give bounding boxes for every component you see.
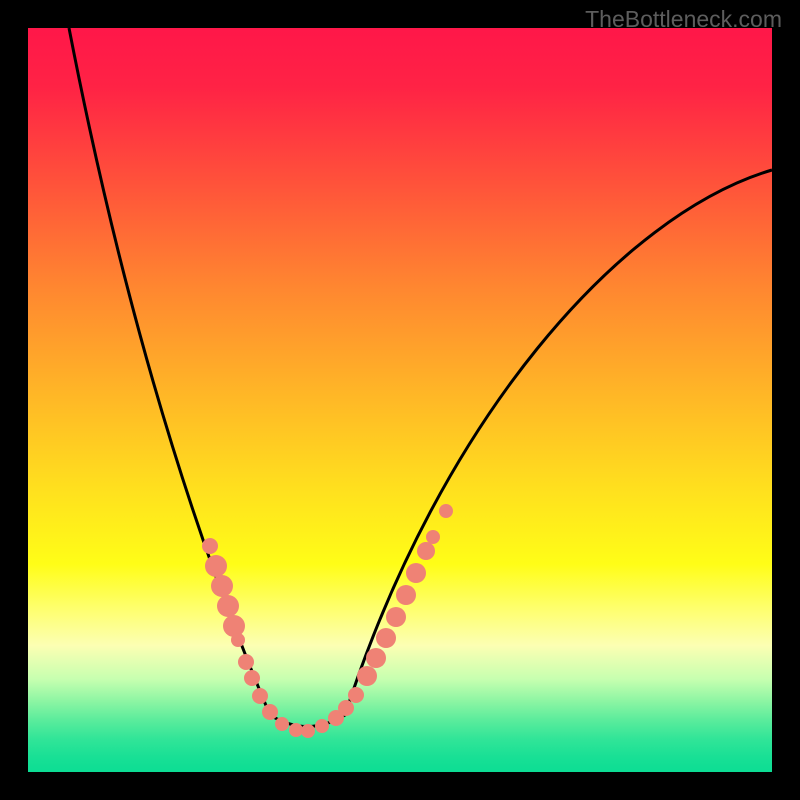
curve-marker	[289, 723, 303, 737]
curve-marker	[348, 687, 364, 703]
curve-marker	[315, 719, 329, 733]
curve-marker	[338, 700, 354, 716]
curve-marker	[252, 688, 268, 704]
watermark-text: TheBottleneck.com	[585, 6, 782, 33]
chart-gradient-background	[28, 28, 772, 772]
curve-marker	[406, 563, 426, 583]
curve-marker	[231, 633, 245, 647]
curve-marker	[244, 670, 260, 686]
bottleneck-chart	[0, 0, 800, 800]
curve-marker	[386, 607, 406, 627]
curve-marker	[439, 504, 453, 518]
curve-marker	[396, 585, 416, 605]
curve-marker	[217, 595, 239, 617]
curve-marker	[262, 704, 278, 720]
curve-marker	[223, 615, 245, 637]
curve-marker	[417, 542, 435, 560]
curve-marker	[275, 717, 289, 731]
curve-marker	[205, 555, 227, 577]
curve-marker	[426, 530, 440, 544]
curve-marker	[202, 538, 218, 554]
curve-marker	[301, 724, 315, 738]
curve-marker	[357, 666, 377, 686]
curve-marker	[366, 648, 386, 668]
curve-marker	[211, 575, 233, 597]
curve-marker	[238, 654, 254, 670]
curve-marker	[376, 628, 396, 648]
